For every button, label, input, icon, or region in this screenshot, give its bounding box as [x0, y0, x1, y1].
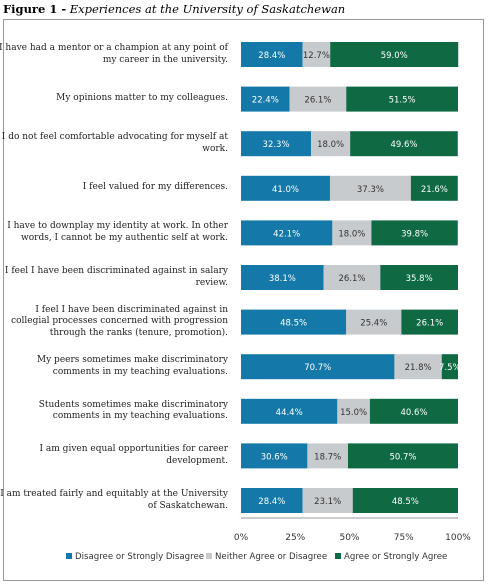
bar-segment-neutral: [302, 42, 331, 67]
legend-label: Agree or Strongly Agree: [344, 552, 447, 562]
legend-swatch: [335, 553, 341, 559]
data-label: 25.4%: [360, 319, 387, 329]
data-label: 70.7%: [304, 363, 331, 373]
bar-segment-neutral: [311, 131, 351, 157]
data-label: 15.0%: [340, 408, 367, 418]
data-label: 7.5%: [439, 363, 461, 373]
question-label: Students sometimes make discriminatory c…: [38, 399, 228, 422]
data-label: 21.8%: [405, 363, 432, 373]
x-tick-label: 25%: [285, 533, 305, 543]
question-label: I feel I have been discriminated against…: [11, 304, 228, 338]
bar-segment-neutral: [337, 398, 370, 424]
data-label: 21.6%: [421, 185, 448, 195]
x-tick-label: 75%: [394, 533, 414, 543]
data-label: 40.6%: [400, 408, 427, 418]
data-label: 48.5%: [392, 497, 419, 507]
data-label: 28.4%: [258, 51, 285, 61]
data-label: 28.4%: [258, 497, 285, 507]
chart-frame: 28.4% 12.7% 59.0% 22.4% 26.1% 51.5% 32.3% 18.0%…: [0, 19, 484, 581]
bar-segment-neutral: [394, 354, 442, 380]
bar-segment-agree: [371, 220, 458, 246]
question-label: I am treated fairly and equitably at the…: [0, 489, 228, 511]
data-label: 49.6%: [390, 140, 417, 150]
data-label: 50.7%: [389, 452, 416, 462]
data-label: 42.1%: [273, 229, 300, 239]
data-label: 59.0%: [381, 51, 408, 61]
bar-segment-disagree: [241, 265, 324, 290]
question-label: I have had a mentor or a champion at any…: [0, 43, 228, 65]
question-label: I feel valued for my differences.: [82, 182, 228, 193]
data-label: 38.1%: [269, 274, 296, 284]
question-label: I am given equal opportunities for caree…: [39, 444, 229, 466]
question-label: My peers sometimes make discriminatory c…: [36, 355, 228, 377]
legend-label: Disagree or Strongly Disagree: [75, 552, 204, 562]
bar-segment-disagree: [241, 86, 290, 112]
data-label: 26.1%: [338, 274, 365, 284]
bar-segment-agree: [330, 42, 459, 67]
bar-segment-agree: [369, 398, 458, 424]
bar-segment-agree: [401, 309, 458, 335]
bar-segment-agree: [347, 443, 458, 469]
bar-segment-disagree: [241, 131, 312, 157]
question-label: I feel I have been discriminated against…: [4, 266, 228, 288]
data-label: 48.5%: [280, 319, 307, 329]
bar-segment-agree: [346, 86, 458, 112]
data-label: 32.3%: [263, 140, 290, 150]
figure-title: Figure 1 - Experiences at the University…: [3, 2, 345, 16]
bar-segment-agree: [352, 488, 458, 513]
bar-segment-agree: [380, 265, 458, 290]
bar-segment-neutral: [302, 488, 353, 513]
question-label: I have to downplay my identity at work. …: [7, 221, 228, 243]
bar-segment-neutral: [289, 86, 347, 112]
bar-segment-agree: [410, 175, 458, 201]
x-tick-label: 50%: [339, 533, 359, 543]
data-label: 44.4%: [276, 408, 303, 418]
bar-segment-disagree: [241, 398, 338, 424]
bar-segment-disagree: [241, 354, 395, 380]
bar-segment-disagree: [241, 220, 333, 246]
bar-segment-neutral: [307, 443, 348, 469]
data-label: 35.8%: [406, 274, 433, 284]
legend-swatch: [206, 553, 212, 559]
bar-segment-neutral: [332, 220, 372, 246]
data-label: 12.7%: [303, 51, 330, 61]
bar-segment-disagree: [241, 42, 303, 67]
data-label: 41.0%: [272, 185, 299, 195]
legend-label: Neither Agree or Disagree: [215, 552, 327, 562]
bar-segment-disagree: [241, 309, 347, 335]
bar-segment-neutral: [323, 265, 381, 290]
question-label: I do not feel comfortable advocating for…: [1, 132, 228, 154]
data-label: 26.1%: [416, 319, 443, 329]
data-label: 37.3%: [357, 185, 384, 195]
data-label: 18.0%: [317, 140, 344, 150]
data-label: 18.0%: [338, 229, 365, 239]
legend-swatch: [66, 553, 72, 559]
bar-segment-agree: [350, 131, 458, 157]
data-label: 22.4%: [252, 96, 279, 106]
figure-title-text: Experiences at the University of Saskatc…: [69, 2, 346, 16]
bar-segment-agree: [441, 354, 458, 380]
bar-segment-disagree: [241, 443, 308, 469]
data-label: 23.1%: [314, 497, 341, 507]
bar-segment-neutral: [329, 175, 411, 201]
data-label: 30.6%: [261, 452, 288, 462]
x-tick-label: 0%: [234, 533, 249, 543]
bar-segment-neutral: [346, 309, 402, 335]
bar-segment-disagree: [241, 488, 303, 513]
x-tick-label: 100%: [445, 533, 471, 543]
bar-segment-disagree: [241, 175, 330, 201]
data-label: 26.1%: [304, 96, 331, 106]
data-label: 51.5%: [389, 96, 416, 106]
data-label: 39.8%: [401, 229, 428, 239]
data-label: 18.7%: [314, 452, 341, 462]
stacked-bar-chart: 28.4% 12.7% 59.0% 22.4% 26.1% 51.5% 32.3% 18.0%…: [66, 42, 471, 562]
question-label: My opinions matter to my colleagues.: [56, 93, 228, 104]
figure-label: Figure 1 -: [3, 2, 67, 16]
